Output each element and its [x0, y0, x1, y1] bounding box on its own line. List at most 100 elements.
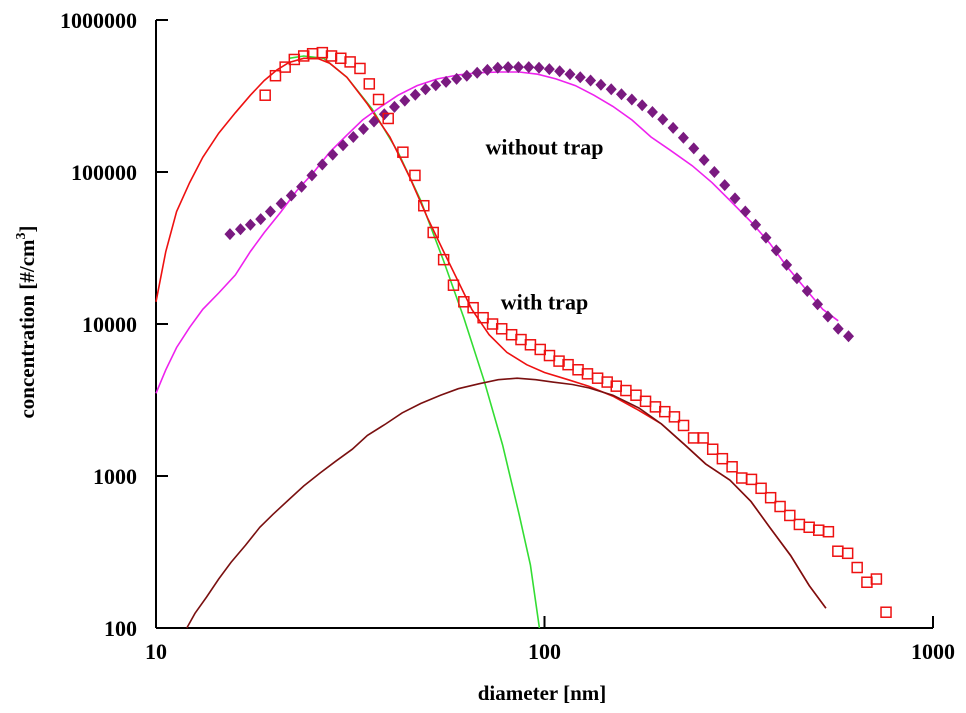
- marker-without-trap-24: [471, 66, 483, 79]
- y-axis-title-main: concentration [#/cm: [15, 239, 39, 419]
- marker-without-trap-9: [316, 158, 328, 171]
- fit-line-fit-mode2: [186, 377, 827, 629]
- marker-without-trap-54: [781, 258, 793, 271]
- marker-without-trap-59: [832, 322, 844, 335]
- marker-without-trap-13: [357, 122, 369, 135]
- marker-with-trap-8: [335, 52, 347, 65]
- marker-without-trap-46: [698, 153, 710, 166]
- marker-with-trap-25: [505, 328, 518, 341]
- marker-without-trap-47: [708, 166, 720, 178]
- marker-without-trap-23: [461, 69, 473, 82]
- marker-with-trap-54: [784, 509, 796, 522]
- marker-with-trap-35: [601, 376, 613, 388]
- marker-without-trap-4: [264, 205, 276, 218]
- marker-without-trap-41: [646, 106, 658, 119]
- marker-with-trap-6: [316, 46, 329, 59]
- marker-with-trap-12: [372, 93, 385, 106]
- marker-with-trap-51: [755, 482, 767, 495]
- marker-without-trap-29: [523, 61, 535, 74]
- marker-without-trap-45: [688, 142, 700, 155]
- x-tick-label-1: 100: [528, 639, 561, 664]
- y-tick-label-4: 1000000: [60, 8, 137, 33]
- marker-with-trap-20: [458, 296, 470, 308]
- marker-with-trap-46: [706, 443, 719, 455]
- marker-without-trap-43: [667, 121, 679, 134]
- marker-without-trap-25: [481, 63, 493, 76]
- marker-with-trap-21: [467, 301, 479, 314]
- marker-without-trap-33: [564, 68, 576, 81]
- marker-with-trap-50: [745, 473, 758, 486]
- marker-without-trap-57: [812, 298, 824, 311]
- marker-with-trap-32: [572, 364, 584, 376]
- marker-with-trap-1: [269, 69, 282, 82]
- marker-without-trap-30: [533, 61, 545, 74]
- annotation-0: without trap: [486, 135, 604, 160]
- marker-with-trap-26: [515, 333, 527, 346]
- plot-frame: [155, 20, 933, 629]
- marker-without-trap-35: [585, 74, 597, 87]
- y-axis-title-sup: 3: [14, 232, 29, 239]
- marker-without-trap-19: [420, 83, 432, 96]
- marker-with-trap-24: [495, 323, 508, 335]
- annotation-1: with trap: [501, 289, 588, 314]
- marker-without-trap-22: [451, 72, 463, 85]
- marker-without-trap-12: [347, 130, 359, 143]
- marker-with-trap-48: [726, 461, 738, 473]
- y-axis-title: concentration [#/cm3]: [14, 225, 39, 418]
- marker-with-trap-63: [870, 573, 883, 585]
- marker-with-trap-14: [397, 146, 409, 158]
- marker-without-trap-44: [677, 131, 689, 144]
- marker-with-trap-53: [774, 500, 786, 513]
- marker-with-trap-52: [764, 491, 777, 504]
- marker-with-trap-47: [716, 452, 729, 465]
- marker-without-trap-36: [595, 78, 607, 91]
- marker-without-trap-14: [368, 115, 380, 128]
- marker-with-trap-29: [543, 349, 556, 362]
- marker-with-trap-42: [668, 411, 681, 423]
- marker-with-trap-43: [677, 419, 690, 432]
- x-axis-title: diameter [nm]: [478, 681, 607, 705]
- marker-without-trap-2: [244, 218, 256, 231]
- marker-without-trap-20: [430, 79, 442, 92]
- marker-without-trap-1: [234, 223, 246, 236]
- marker-with-trap-56: [803, 521, 815, 534]
- marker-with-trap-57: [812, 524, 825, 536]
- marker-with-trap-33: [581, 368, 594, 380]
- marker-with-trap-49: [736, 472, 748, 484]
- marker-with-trap-55: [793, 518, 806, 531]
- marker-without-trap-17: [399, 94, 411, 107]
- marker-with-trap-16: [418, 199, 430, 212]
- axis-ticks: [155, 19, 934, 629]
- marker-without-trap-10: [327, 148, 339, 161]
- marker-without-trap-8: [306, 169, 318, 182]
- marker-with-trap-18: [437, 253, 450, 266]
- marker-without-trap-6: [285, 189, 297, 202]
- marker-with-trap-13: [382, 112, 394, 125]
- marker-with-trap-15: [409, 169, 421, 182]
- marker-without-trap-39: [626, 93, 638, 106]
- y-tick-label-3: 100000: [71, 160, 137, 185]
- marker-with-trap-30: [553, 355, 565, 367]
- marker-without-trap-55: [791, 272, 803, 285]
- marker-with-trap-4: [297, 50, 310, 62]
- marker-without-trap-16: [388, 100, 400, 113]
- marker-without-trap-49: [729, 192, 741, 205]
- marker-without-trap-40: [636, 99, 648, 112]
- marker-with-trap-39: [639, 395, 652, 408]
- marker-without-trap-0: [224, 228, 236, 241]
- fit-line-fit-without: [155, 71, 839, 394]
- marker-without-trap-26: [492, 61, 504, 74]
- y-tick-label-1: 1000: [93, 464, 137, 489]
- x-tick-label-0: 10: [145, 639, 167, 664]
- marker-with-trap-9: [344, 56, 356, 68]
- marker-without-trap-21: [440, 75, 452, 88]
- marker-with-trap-19: [447, 279, 460, 291]
- marker-without-trap-32: [554, 65, 566, 78]
- marker-with-trap-64: [880, 606, 892, 618]
- y-tick-label-2: 10000: [82, 312, 137, 337]
- marker-without-trap-37: [605, 83, 617, 96]
- marker-with-trap-0: [259, 89, 271, 101]
- marker-with-trap-17: [427, 226, 439, 239]
- marker-with-trap-44: [687, 432, 700, 444]
